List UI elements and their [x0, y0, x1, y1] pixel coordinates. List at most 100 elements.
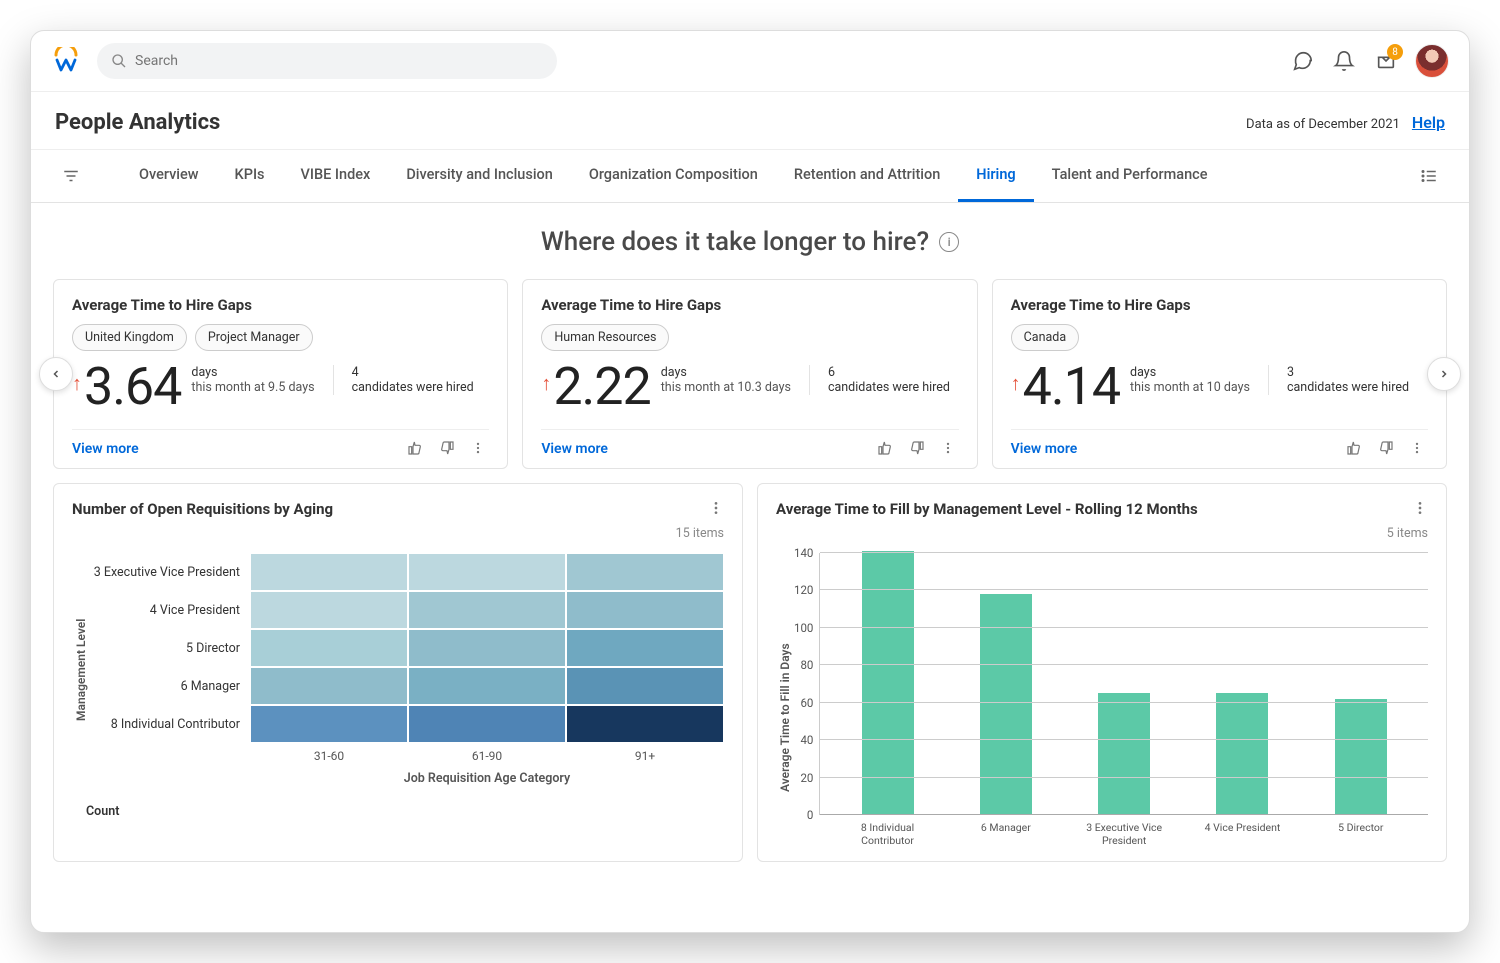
- topbar: 8: [31, 31, 1469, 92]
- heatmap-cell[interactable]: [250, 553, 408, 591]
- bar[interactable]: [1098, 693, 1150, 815]
- filter-chip[interactable]: Human Resources: [541, 324, 669, 351]
- bar-xlabel: 5 Director: [1321, 821, 1401, 847]
- heatmap-row: 6 Manager: [90, 667, 724, 705]
- kpi-card: Average Time to Hire Gaps United Kingdom…: [53, 279, 508, 469]
- heatmap-cell[interactable]: [566, 591, 724, 629]
- card-more-icon[interactable]: [941, 440, 959, 458]
- thumbs-up-icon[interactable]: [407, 440, 425, 458]
- heatmap-row-label: 8 Individual Contributor: [90, 717, 250, 732]
- filter-chip[interactable]: Canada: [1011, 324, 1080, 351]
- kpi-value: 2.22: [553, 361, 650, 413]
- kpi-card: Average Time to Hire Gaps Human Resource…: [522, 279, 977, 469]
- heatmap-row: 3 Executive Vice President: [90, 553, 724, 591]
- heatmap-xlabel-tick: 91+: [566, 743, 724, 763]
- tab-talent-and-performance[interactable]: Talent and Performance: [1034, 150, 1226, 202]
- view-more-link[interactable]: View more: [541, 441, 608, 457]
- help-link[interactable]: Help: [1412, 113, 1445, 132]
- heatmap-cell[interactable]: [566, 667, 724, 705]
- tab-overview[interactable]: Overview: [121, 150, 217, 202]
- section-heading-text: Where does it take longer to hire?: [541, 227, 929, 257]
- page-title: People Analytics: [55, 110, 220, 135]
- app-logo[interactable]: [51, 46, 81, 76]
- bar-xlabel: 8 Individual Contributor: [848, 821, 928, 847]
- tab-vibe-index[interactable]: VIBE Index: [283, 150, 389, 202]
- filter-chip[interactable]: United Kingdom: [72, 324, 187, 351]
- trend-up-icon: ↑: [72, 371, 82, 396]
- heatmap-cell[interactable]: [250, 591, 408, 629]
- heatmap-row-label: 4 Vice President: [90, 603, 250, 618]
- bar-xlabel: 6 Manager: [966, 821, 1046, 847]
- heatmap-row: 4 Vice President: [90, 591, 724, 629]
- info-icon[interactable]: i: [939, 232, 959, 252]
- heatmap-more-icon[interactable]: [706, 500, 724, 518]
- kpi-subtext-2: 6 candidates were hired: [828, 365, 950, 395]
- titlebar: People Analytics Data as of December 202…: [31, 92, 1469, 150]
- filter-chip[interactable]: Project Manager: [195, 324, 313, 351]
- avatar[interactable]: [1415, 44, 1449, 78]
- kpi-value: 4.14: [1023, 361, 1120, 413]
- tab-hiring[interactable]: Hiring: [958, 150, 1033, 202]
- kpi-subtext-2: 3 candidates were hired: [1287, 365, 1409, 395]
- card-more-icon[interactable]: [471, 440, 489, 458]
- barchart-more-icon[interactable]: [1410, 500, 1428, 518]
- search-box[interactable]: [97, 43, 557, 79]
- heatmap-cell[interactable]: [250, 705, 408, 743]
- tab-diversity-and-inclusion[interactable]: Diversity and Inclusion: [388, 150, 570, 202]
- data-asof-label: Data as of December 2021: [1246, 117, 1400, 132]
- barchart-panel: Average Time to Fill by Management Level…: [757, 483, 1447, 862]
- tab-kpis[interactable]: KPIs: [217, 150, 283, 202]
- kpi-cards-row: Average Time to Hire Gaps United Kingdom…: [53, 279, 1447, 469]
- bar-xlabel: 4 Vice President: [1202, 821, 1282, 847]
- heatmap-cell[interactable]: [250, 667, 408, 705]
- kpi-card: Average Time to Hire Gaps Canada ↑ 4.14 …: [992, 279, 1447, 469]
- kpi-card-title: Average Time to Hire Gaps: [72, 296, 489, 314]
- tab-organization-composition[interactable]: Organization Composition: [571, 150, 776, 202]
- inbox-icon[interactable]: 8: [1373, 48, 1399, 74]
- bar[interactable]: [862, 551, 914, 815]
- list-view-icon[interactable]: [1409, 153, 1449, 199]
- notifications-icon[interactable]: [1331, 48, 1357, 74]
- kpi-subtext-1: days this month at 10 days: [1130, 365, 1269, 395]
- heatmap-cell[interactable]: [408, 591, 566, 629]
- heatmap-cell[interactable]: [566, 553, 724, 591]
- kpi-value: 3.64: [84, 361, 181, 413]
- heatmap-cell[interactable]: [408, 629, 566, 667]
- heatmap-count-label: Count: [72, 804, 724, 819]
- tabs-row: OverviewKPIsVIBE IndexDiversity and Incl…: [31, 150, 1469, 203]
- thumbs-up-icon[interactable]: [877, 440, 895, 458]
- kpi-subtext-2: 4 candidates were hired: [352, 365, 474, 395]
- heatmap-items-count: 15 items: [676, 526, 724, 541]
- heatmap-cell[interactable]: [566, 629, 724, 667]
- heatmap-ylabel: Management Level: [72, 553, 90, 786]
- thumbs-down-icon[interactable]: [909, 440, 927, 458]
- filter-icon[interactable]: [51, 153, 91, 199]
- bar-xlabel: 3 Executive Vice President: [1084, 821, 1164, 847]
- thumbs-up-icon[interactable]: [1346, 440, 1364, 458]
- kpi-card-title: Average Time to Hire Gaps: [1011, 296, 1428, 314]
- bar[interactable]: [1335, 699, 1387, 815]
- card-more-icon[interactable]: [1410, 440, 1428, 458]
- heatmap-cell[interactable]: [566, 705, 724, 743]
- view-more-link[interactable]: View more: [72, 441, 139, 457]
- inbox-badge: 8: [1387, 44, 1403, 60]
- trend-up-icon: ↑: [541, 371, 551, 396]
- kpi-subtext-1: days this month at 10.3 days: [661, 365, 810, 395]
- barchart-title: Average Time to Fill by Management Level…: [776, 500, 1198, 518]
- search-input[interactable]: [135, 53, 543, 69]
- tab-retention-and-attrition[interactable]: Retention and Attrition: [776, 150, 958, 202]
- heatmap-cell[interactable]: [408, 667, 566, 705]
- carousel-next-button[interactable]: [1427, 357, 1461, 391]
- thumbs-down-icon[interactable]: [439, 440, 457, 458]
- heatmap-cell[interactable]: [408, 705, 566, 743]
- thumbs-down-icon[interactable]: [1378, 440, 1396, 458]
- barchart-ylabel: Average Time to Fill in Days: [776, 553, 794, 853]
- carousel-prev-button[interactable]: [39, 357, 73, 391]
- view-more-link[interactable]: View more: [1011, 441, 1078, 457]
- chat-icon[interactable]: [1289, 48, 1315, 74]
- heatmap-panel: Number of Open Requisitions by Aging 15 …: [53, 483, 743, 862]
- heatmap-cell[interactable]: [408, 553, 566, 591]
- bar[interactable]: [1216, 693, 1268, 815]
- heatmap-row-label: 5 Director: [90, 641, 250, 656]
- heatmap-cell[interactable]: [250, 629, 408, 667]
